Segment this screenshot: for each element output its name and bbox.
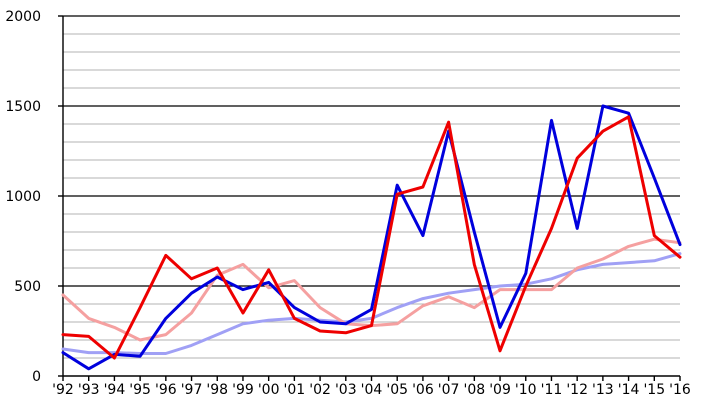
x-tick-label: '04	[361, 382, 383, 398]
x-tick-label: '92	[52, 382, 74, 398]
x-tick-label: '08	[463, 382, 485, 398]
x-tick-labels: '92'93'94'95'96'97'98'99'00'01'02'03'04 '…	[52, 382, 691, 398]
x-tick-label: '94	[104, 382, 126, 398]
x-tick-label: '97	[181, 382, 203, 398]
x-tick-label: '11	[541, 382, 563, 398]
x-tick-label: '13	[592, 382, 614, 398]
x-tick-label: '14	[618, 382, 640, 398]
x-tick-label: '05	[386, 382, 408, 398]
series-lines	[61, 104, 682, 371]
x-tick-label: '09	[489, 382, 511, 398]
y-tick-labels: 0 500 1000 1500 2000	[5, 9, 41, 385]
x-tick-label: '95	[129, 382, 151, 398]
series-line-4	[61, 115, 682, 360]
y-tick-label: 500	[14, 279, 41, 295]
y-tick-label: 1000	[5, 189, 41, 205]
x-tick-label: '10	[515, 382, 537, 398]
x-tick-label: '00	[258, 382, 280, 398]
x-tick-label: '07	[438, 382, 460, 398]
y-tick-label: 1500	[5, 99, 41, 115]
x-tick-label: '98	[206, 382, 228, 398]
x-tick-label: '02	[309, 382, 331, 398]
y-tick-label: 2000	[5, 9, 41, 25]
x-tick-label: '93	[78, 382, 100, 398]
x-tick-label: '15	[643, 382, 665, 398]
x-tick-label: '03	[335, 382, 357, 398]
y-tick-label: 0	[32, 369, 41, 385]
series-line-3	[61, 104, 682, 371]
axes	[58, 15, 681, 381]
x-tick-label: '01	[284, 382, 306, 398]
x-tick-label: '12	[566, 382, 588, 398]
x-tick-label: '16	[669, 382, 691, 398]
x-tick-label: '99	[232, 382, 254, 398]
x-tick-label: '96	[155, 382, 177, 398]
gridlines	[63, 15, 680, 359]
x-tick-label: '06	[412, 382, 434, 398]
